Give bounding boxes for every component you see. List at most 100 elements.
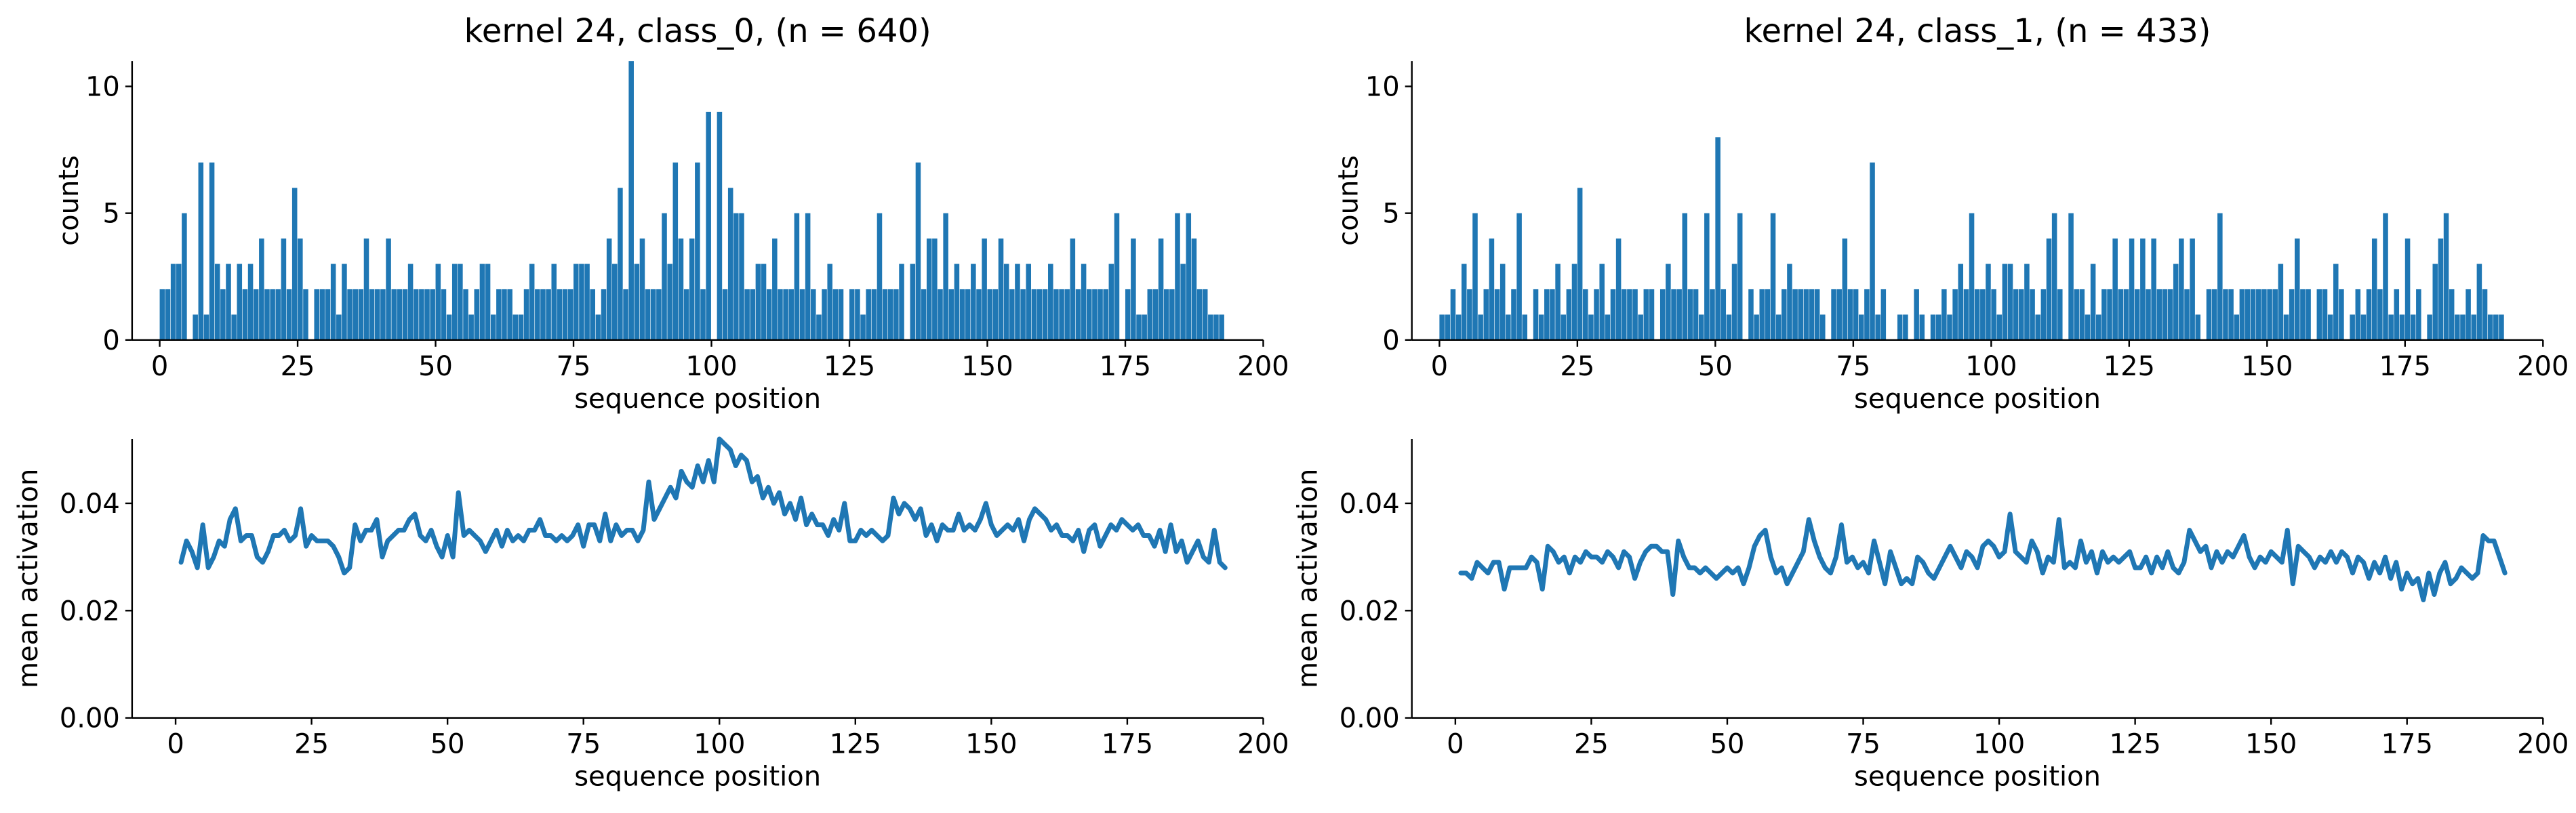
bar (672, 162, 679, 340)
bar (855, 289, 860, 340)
bar (523, 289, 529, 340)
bar (1875, 314, 1880, 340)
bar (2283, 314, 2289, 340)
bar (2173, 264, 2179, 340)
bar (1583, 289, 1588, 340)
bar (1853, 289, 1859, 340)
panel-class0-counts: 0 25 50 75 100 125 150 175 200 0 5 10 sequence posit… (54, 12, 1289, 415)
x-tick-label: 125 (2104, 351, 2155, 382)
bar (1098, 289, 1103, 340)
bar (1731, 264, 1737, 340)
bar (242, 289, 248, 340)
bar (2471, 314, 2477, 340)
x-tick-label: 25 (1560, 351, 1594, 382)
bar (2339, 289, 2344, 340)
bar (1787, 264, 1792, 340)
bar (1864, 289, 1870, 340)
bar (507, 289, 512, 340)
bar (1020, 289, 1026, 340)
y-tick-label: 0.00 (60, 703, 120, 734)
bar (2184, 289, 2190, 340)
bar (915, 162, 921, 340)
bar (1175, 213, 1180, 340)
bar (2107, 289, 2112, 340)
bar (722, 289, 728, 340)
bar (1720, 289, 1727, 340)
x-tick-label: 150 (2241, 351, 2293, 382)
bar (1754, 314, 1759, 340)
x-axis-label: sequence position (1854, 383, 2101, 415)
bar (1726, 314, 1732, 340)
bar (1219, 314, 1224, 340)
bar (1682, 213, 1688, 340)
bar (286, 289, 292, 340)
bar (1858, 314, 1864, 340)
bar (612, 264, 618, 340)
bar (1152, 289, 1159, 340)
bar (860, 314, 866, 340)
bar (1952, 289, 1958, 340)
bar (982, 238, 987, 340)
bar (2206, 289, 2212, 340)
bar (1506, 314, 1511, 340)
bar (987, 289, 993, 340)
bar (1538, 314, 1544, 340)
bar (788, 289, 794, 340)
bar (518, 314, 524, 340)
bar (2333, 264, 2339, 340)
bar (700, 289, 706, 340)
bar (1026, 264, 1031, 340)
bar (992, 289, 999, 340)
bar (595, 314, 601, 340)
bar (1809, 289, 1815, 340)
bar (811, 289, 816, 340)
bar (2355, 289, 2361, 340)
bar (1941, 289, 1947, 340)
bar (1715, 137, 1720, 340)
bar (1991, 289, 1996, 340)
bar (2272, 289, 2278, 340)
bar (2079, 289, 2085, 340)
bar (193, 314, 198, 340)
x-tick-label: 50 (430, 729, 465, 760)
bar (1516, 213, 1522, 340)
x-tick-label: 25 (281, 351, 315, 382)
x-tick-label: 75 (557, 351, 591, 382)
bar (2013, 289, 2019, 340)
bar (678, 238, 684, 340)
series-line (178, 436, 1228, 576)
bar (203, 314, 209, 340)
bar (176, 264, 182, 340)
bar (827, 264, 832, 340)
bar (1455, 314, 1462, 340)
bar (938, 289, 943, 340)
bar (1737, 213, 1743, 340)
bar (2427, 314, 2432, 340)
bar (1186, 213, 1192, 340)
bar (645, 289, 651, 340)
bar (1980, 289, 1986, 340)
bar (1450, 289, 1456, 340)
bar (1897, 314, 1903, 340)
bar (871, 289, 877, 340)
bar (490, 314, 496, 340)
bar (363, 238, 369, 340)
bar (2123, 289, 2129, 340)
bar (451, 264, 458, 340)
bar (220, 289, 226, 340)
bar (2487, 314, 2493, 340)
bar (1930, 314, 1936, 340)
bar (2112, 238, 2118, 340)
bar (744, 289, 750, 340)
bar (590, 289, 595, 340)
x-axis-label: sequence position (574, 762, 821, 793)
x-tick-label: 200 (1237, 729, 1289, 760)
bar (2040, 289, 2047, 340)
bar (2327, 314, 2333, 340)
bar (182, 213, 187, 340)
bar (866, 289, 871, 340)
bar (198, 162, 204, 340)
bar (2030, 289, 2035, 340)
bar (1594, 289, 1599, 340)
